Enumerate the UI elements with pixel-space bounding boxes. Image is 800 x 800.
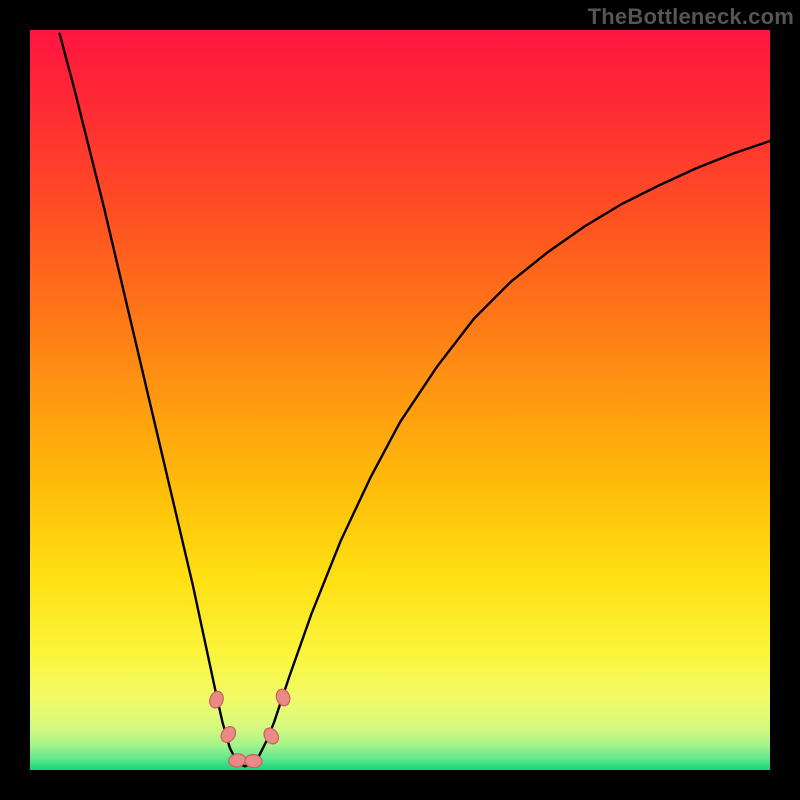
plot-background: [30, 30, 770, 770]
bottleneck-chart: [0, 0, 800, 800]
watermark-text: TheBottleneck.com: [588, 4, 794, 30]
chart-container: TheBottleneck.com: [0, 0, 800, 800]
